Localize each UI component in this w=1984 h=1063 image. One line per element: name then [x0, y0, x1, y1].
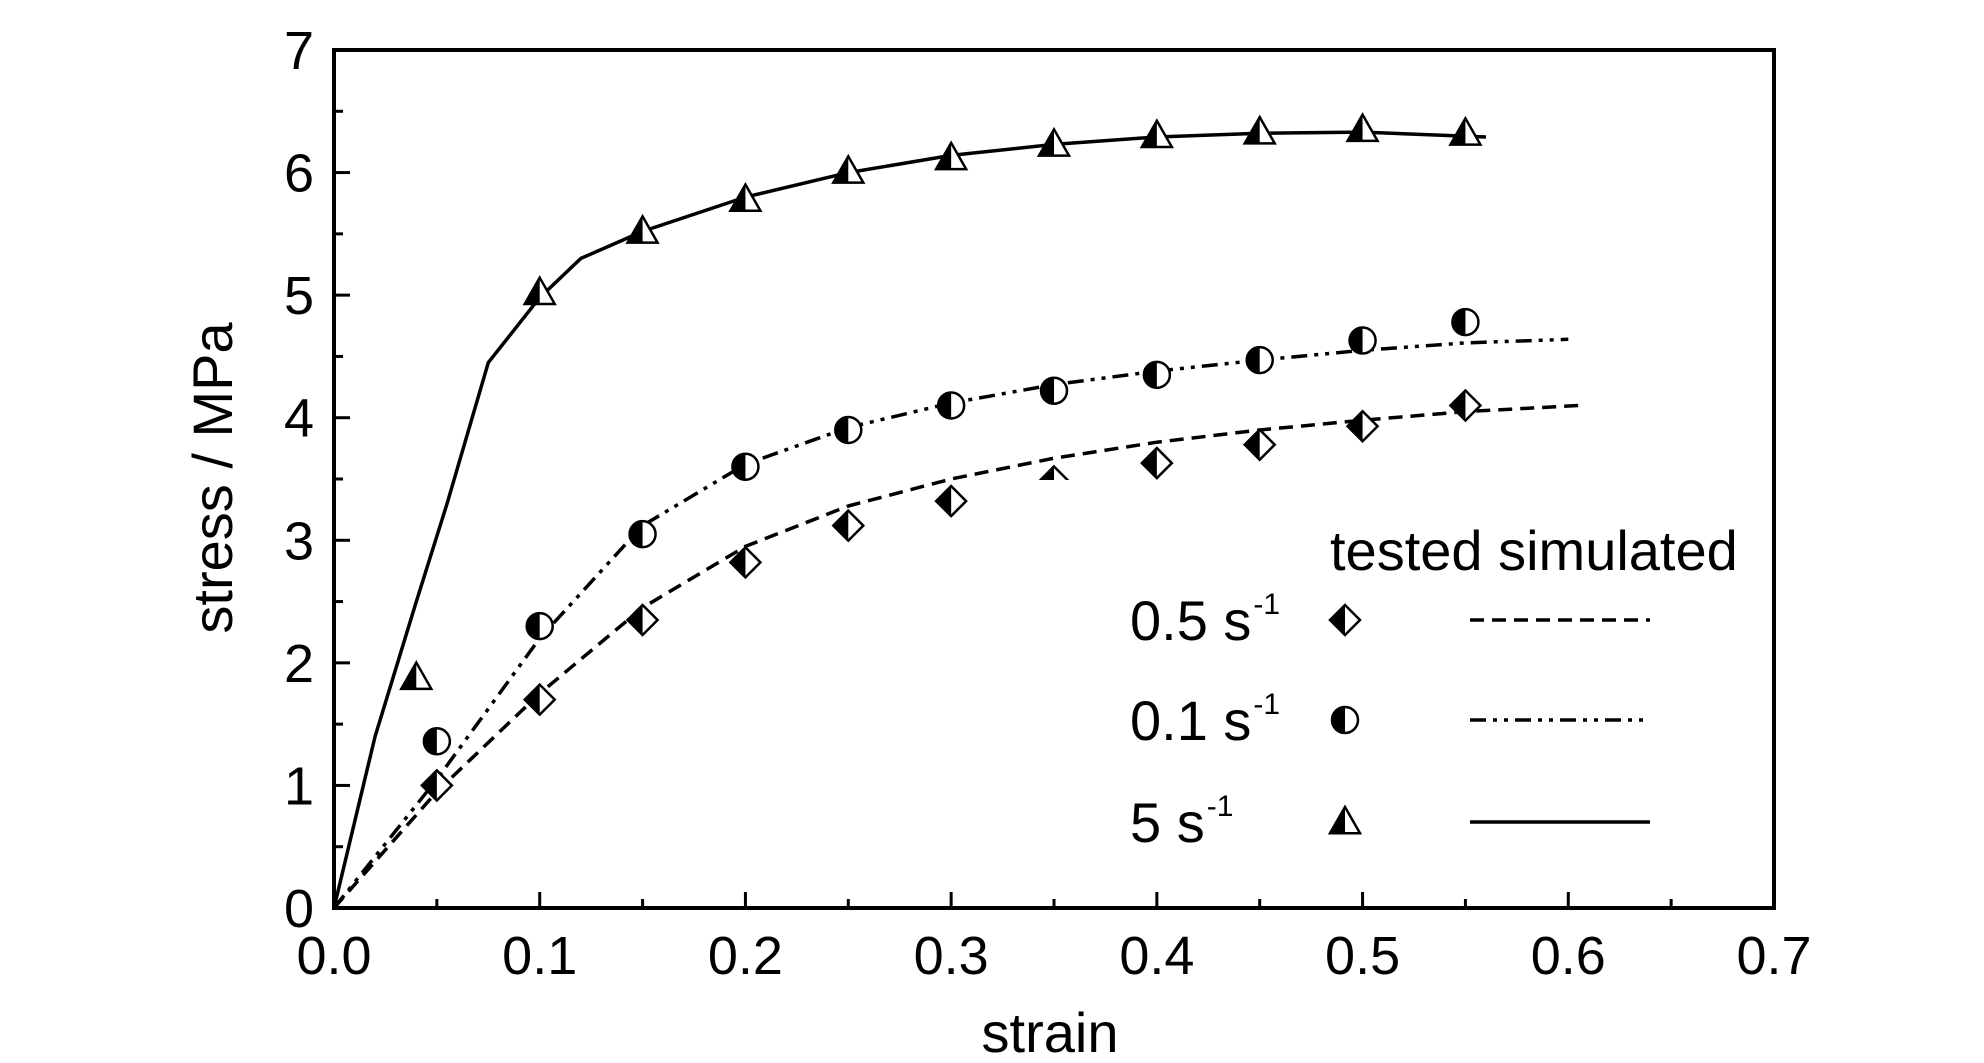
tested-point-0_1	[525, 611, 554, 641]
tested-point-5	[1345, 112, 1380, 143]
tested-point-5	[522, 275, 557, 306]
tested-point-0_5	[1345, 409, 1380, 444]
y-tick-label: 5	[284, 266, 314, 326]
legend-marker-5	[1327, 804, 1363, 835]
tested-point-5	[831, 153, 866, 184]
tested-point-0_1	[1245, 345, 1274, 375]
y-tick-label: 2	[284, 634, 314, 694]
tested-point-5	[1242, 114, 1277, 145]
tested-point-0_1	[1348, 326, 1377, 355]
tested-point-0_5	[1242, 427, 1277, 462]
tested-point-5	[1139, 118, 1175, 149]
tested-point-5	[728, 182, 763, 213]
tested-point-0_1	[834, 415, 863, 445]
simulated-line-5	[332, 130, 1487, 909]
tested-point-0_5	[831, 508, 866, 543]
tested-point-0_5	[1448, 388, 1483, 423]
tested-point-0_1	[1039, 376, 1069, 405]
x-axis-label: strain	[982, 1001, 1119, 1063]
tested-point-5	[625, 213, 660, 244]
y-axis-label: stress / MPa	[181, 322, 244, 634]
tested-point-5	[933, 140, 969, 171]
tested-point-0_5	[420, 768, 454, 803]
x-tick-label: 0.4	[1119, 926, 1194, 986]
tested-point-5	[399, 660, 434, 691]
legend-marker-0_5	[1328, 603, 1362, 637]
legend-header: tested simulated	[1330, 519, 1738, 582]
legend-label-5: 5 s	[1130, 791, 1205, 854]
tested-point-0_5	[1140, 446, 1174, 480]
tested-point-0_1	[628, 519, 657, 549]
legend-label-0_5: 0.5 s	[1130, 589, 1251, 652]
tested-point-0_1	[1142, 360, 1172, 390]
x-tick-label: 0.3	[914, 926, 989, 986]
x-tick-label: 0.1	[502, 926, 577, 986]
tested-point-0_1	[1451, 307, 1480, 337]
legend-exponent: -1	[1253, 688, 1280, 721]
y-tick-label: 1	[284, 756, 314, 816]
x-tick-label: 0.0	[296, 926, 371, 986]
legend-exponent: -1	[1207, 790, 1234, 823]
legend-label-0_1: 0.1 s	[1130, 689, 1251, 752]
y-axis-ticks: 0 1 2 3 4 5 6 7	[284, 21, 350, 939]
tested-point-0_5	[934, 484, 968, 518]
legend-exponent: -1	[1253, 588, 1280, 621]
tested-point-0_5	[625, 603, 660, 637]
x-tick-label: 0.6	[1531, 926, 1606, 986]
tested-point-0_1	[936, 391, 966, 420]
x-tick-label: 0.7	[1736, 926, 1811, 986]
tested-point-5	[1036, 126, 1072, 157]
y-tick-label: 0	[284, 879, 314, 939]
x-axis-ticks: 0.0 0.1 0.2 0.3 0.4 0.5 0.6 0.7	[296, 892, 1812, 986]
tested-point-5	[1448, 115, 1483, 146]
tested-point-0_1	[731, 452, 760, 481]
x-tick-label: 0.2	[708, 926, 783, 986]
tested-point-0_5	[522, 682, 557, 717]
legend-marker-0_1	[1330, 705, 1360, 735]
tested-point-0_5	[728, 545, 763, 580]
legend-background	[1000, 480, 1660, 880]
x-tick-label: 0.5	[1325, 926, 1400, 986]
y-tick-label: 6	[284, 144, 314, 204]
y-tick-label: 3	[284, 511, 314, 571]
y-tick-label: 7	[284, 21, 314, 81]
y-tick-label: 4	[284, 389, 314, 449]
tested-point-0_1	[422, 727, 452, 756]
